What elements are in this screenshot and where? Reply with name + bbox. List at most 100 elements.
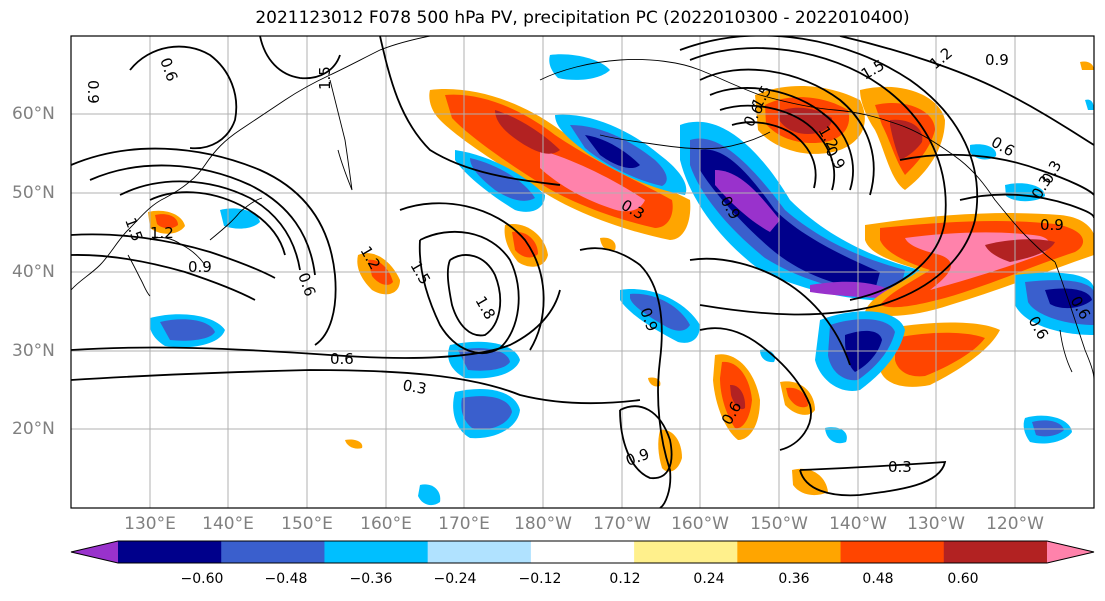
precip-positive-region xyxy=(345,439,363,449)
precip-negative-region xyxy=(1085,99,1094,110)
precip-negative-region xyxy=(715,170,780,232)
precip-negative-region xyxy=(418,484,441,506)
colorbar-tick: 0.36 xyxy=(778,571,810,587)
precip-positive-region xyxy=(600,237,616,251)
pv-contour xyxy=(259,36,341,80)
pv-contour xyxy=(709,87,854,191)
precip-negative-region xyxy=(1032,420,1064,437)
colorbar-tick: −0.48 xyxy=(264,571,308,587)
colorbar-tick: 0.60 xyxy=(947,571,979,587)
contour-label: 1.8 xyxy=(472,293,500,323)
pv-contour xyxy=(719,104,836,191)
pv-contour xyxy=(379,36,561,186)
lon-label: 160°W xyxy=(671,514,729,534)
pv-contour xyxy=(799,461,947,497)
coastline-aleutians xyxy=(599,131,771,150)
coastline-na-west xyxy=(1054,261,1094,381)
contour-label: 0.9 xyxy=(985,51,1009,69)
lat-label: 50°N xyxy=(12,183,55,203)
pv-contour xyxy=(71,254,256,301)
pv-contour xyxy=(839,36,1094,146)
colorbar-tick: −0.60 xyxy=(180,571,224,587)
contour-label: 0.3 xyxy=(401,376,428,398)
precip-positive-region xyxy=(1080,61,1094,70)
contour-label: 0.3 xyxy=(888,458,912,476)
lon-label: 170°W xyxy=(593,514,651,534)
colorbar-tick: 0.24 xyxy=(693,571,725,587)
pv-contour xyxy=(399,202,545,351)
precip-negative-region xyxy=(549,54,610,80)
lat-label: 60°N xyxy=(12,104,55,124)
lat-label: 20°N xyxy=(12,419,55,439)
precip-positive-region xyxy=(155,214,178,229)
lon-label: 180°W xyxy=(514,514,572,534)
contour-label: 0.9 xyxy=(623,445,652,470)
coastline-baja xyxy=(1059,329,1073,373)
colorbar-tick: 0.48 xyxy=(862,571,894,587)
precip-negative-region xyxy=(461,396,512,430)
pv-contour xyxy=(71,233,276,279)
precip-negative-region xyxy=(825,427,847,444)
contour-label: 1.5 xyxy=(407,258,435,288)
colorbar-tick: −0.36 xyxy=(349,571,393,587)
pv-contour xyxy=(731,121,817,189)
precip-negative-region xyxy=(1045,288,1092,309)
precip-shading xyxy=(148,54,1094,506)
contour-label: 0.9 xyxy=(1040,216,1064,234)
lon-label: 170°E xyxy=(438,514,490,534)
precip-positive-region xyxy=(895,332,985,377)
coastline-kamchatka xyxy=(329,79,353,191)
coastline-alaska xyxy=(539,59,1056,263)
pv-contour xyxy=(689,47,947,301)
lon-label: 140°W xyxy=(829,514,887,534)
pv-contour xyxy=(129,45,238,150)
precip-negative-region xyxy=(220,208,260,229)
pv-contour xyxy=(699,327,812,451)
coastlines xyxy=(71,36,1094,381)
contour-label: 0.6 xyxy=(156,55,181,84)
pv-contour xyxy=(899,153,1094,196)
precip-negative-region xyxy=(470,158,535,201)
precip-positive-region xyxy=(658,429,682,472)
contour-label: 0.6 xyxy=(330,350,354,368)
lon-label: 120°W xyxy=(986,514,1044,534)
lat-label: 30°N xyxy=(12,341,55,361)
pv-contour xyxy=(679,36,979,316)
precip-positive-region xyxy=(495,110,560,154)
contour-label: 0.9 xyxy=(84,80,102,104)
precip-positive-region xyxy=(985,239,1055,262)
precip-negative-region xyxy=(160,319,215,341)
lon-label: 150°E xyxy=(281,514,333,534)
colorbar-tick: −0.24 xyxy=(433,571,477,587)
map-frame xyxy=(70,35,1095,509)
precip-positive-region xyxy=(890,119,923,160)
coastline-korea xyxy=(127,254,151,297)
pv-contour xyxy=(699,68,875,196)
pv-contour xyxy=(619,405,673,479)
lat-label: 40°N xyxy=(12,262,55,282)
map-title: 2021123012 F078 500 hPa PV, precipitatio… xyxy=(255,8,910,28)
colorbar-tick: 0.12 xyxy=(609,571,641,587)
lon-label: 130°W xyxy=(907,514,965,534)
lon-label: 140°E xyxy=(202,514,254,534)
pv-contour xyxy=(71,289,561,359)
pv-contour xyxy=(71,369,641,405)
contour-label: 1.2 xyxy=(150,224,174,242)
precip-negative-region xyxy=(760,349,776,363)
contour-label: 1.5 xyxy=(316,66,334,90)
pv-contour xyxy=(959,193,1094,219)
pv-contour xyxy=(446,254,502,337)
lon-label: 130°E xyxy=(124,514,176,534)
contour-label: 0.9 xyxy=(188,258,212,276)
graticule xyxy=(71,36,1094,508)
precip-negative-region xyxy=(585,135,640,169)
lon-label: 160°E xyxy=(360,514,412,534)
precip-positive-region xyxy=(730,384,746,410)
pv-contour xyxy=(579,247,672,508)
pv-contour xyxy=(689,257,851,366)
colorbar-tick: −0.12 xyxy=(518,571,562,587)
pv-contour xyxy=(418,230,520,354)
pv-contours xyxy=(71,36,1094,508)
precip-positive-region xyxy=(786,387,808,408)
